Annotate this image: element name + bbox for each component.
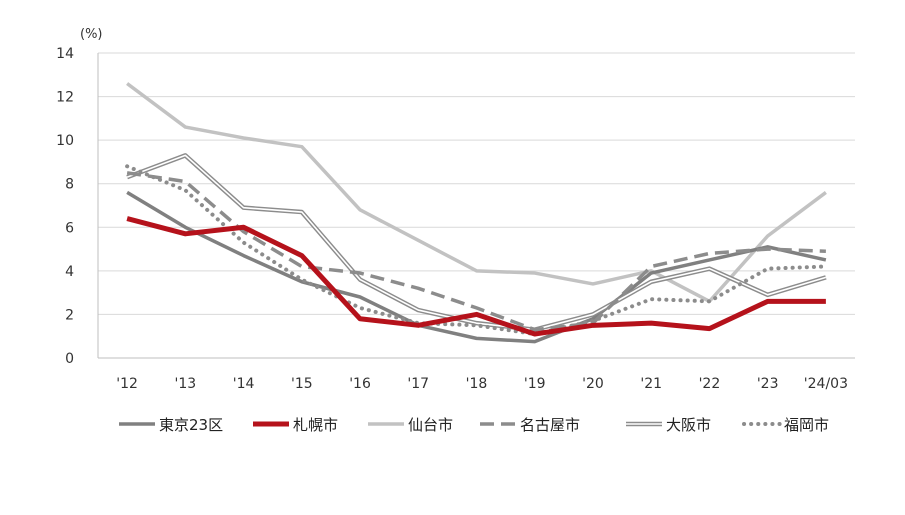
x-axis-ticks: '12 '13 '14 '15 '16 '17 '18 '19 '20 '21 '22 '23 '24/… <box>116 376 848 392</box>
series-6 <box>125 164 828 337</box>
x-tick-label: '15 <box>291 376 313 392</box>
series-1 <box>126 190 827 344</box>
x-tick-label: '21 <box>640 376 662 392</box>
y-tick-label: 8 <box>65 177 74 193</box>
y-axis-ticks: 0 2 4 6 8 10 12 14 <box>56 46 74 367</box>
x-tick-label: '24/03 <box>804 376 848 392</box>
x-tick-label: '23 <box>757 376 779 392</box>
legend-item-2: 札幌市 <box>253 416 338 434</box>
legend-item-1: 東京23区 <box>119 416 223 434</box>
series-5 <box>126 153 827 332</box>
y-axis-unit-label: (%) <box>80 27 103 42</box>
series-2 <box>126 216 826 337</box>
series-line <box>126 216 826 337</box>
legend-label: 仙台市 <box>408 416 453 434</box>
y-tick-label: 12 <box>56 90 74 106</box>
legend-label: 東京23区 <box>159 416 223 434</box>
series-line <box>125 164 828 337</box>
series-line <box>126 190 827 344</box>
x-tick-label: '13 <box>175 376 197 392</box>
legend-label: 福岡市 <box>784 416 829 434</box>
legend-label: 大阪市 <box>666 416 711 434</box>
series-4 <box>126 171 826 332</box>
legend-item-5: 大阪市 <box>626 416 711 434</box>
series-line <box>126 171 826 332</box>
y-tick-label: 4 <box>65 264 74 280</box>
series-line-inner <box>126 154 827 331</box>
x-tick-label: '12 <box>116 376 138 392</box>
x-tick-label: '18 <box>466 376 488 392</box>
legend-item-6: 福岡市 <box>742 416 829 434</box>
legend: 東京23区 札幌市 仙台市 名古屋市 大阪市 福岡市 <box>119 416 829 434</box>
x-tick-label: '19 <box>524 376 546 392</box>
y-tick-label: 2 <box>65 307 74 323</box>
y-tick-label: 14 <box>56 46 74 62</box>
y-tick-label: 0 <box>65 351 74 367</box>
legend-item-3: 仙台市 <box>368 416 453 434</box>
legend-item-4: 名古屋市 <box>480 416 580 434</box>
series-line <box>126 82 827 304</box>
legend-label: 札幌市 <box>293 416 338 434</box>
x-tick-label: '14 <box>233 376 255 392</box>
x-tick-label: '17 <box>407 376 429 392</box>
y-tick-label: 6 <box>65 220 74 236</box>
legend-label: 名古屋市 <box>520 416 580 434</box>
series-lines <box>125 82 828 344</box>
x-tick-label: '22 <box>699 376 721 392</box>
series-3 <box>126 82 827 304</box>
y-tick-label: 10 <box>56 133 74 149</box>
x-tick-label: '20 <box>582 376 604 392</box>
x-tick-label: '16 <box>349 376 371 392</box>
series-line-outer <box>126 153 827 332</box>
